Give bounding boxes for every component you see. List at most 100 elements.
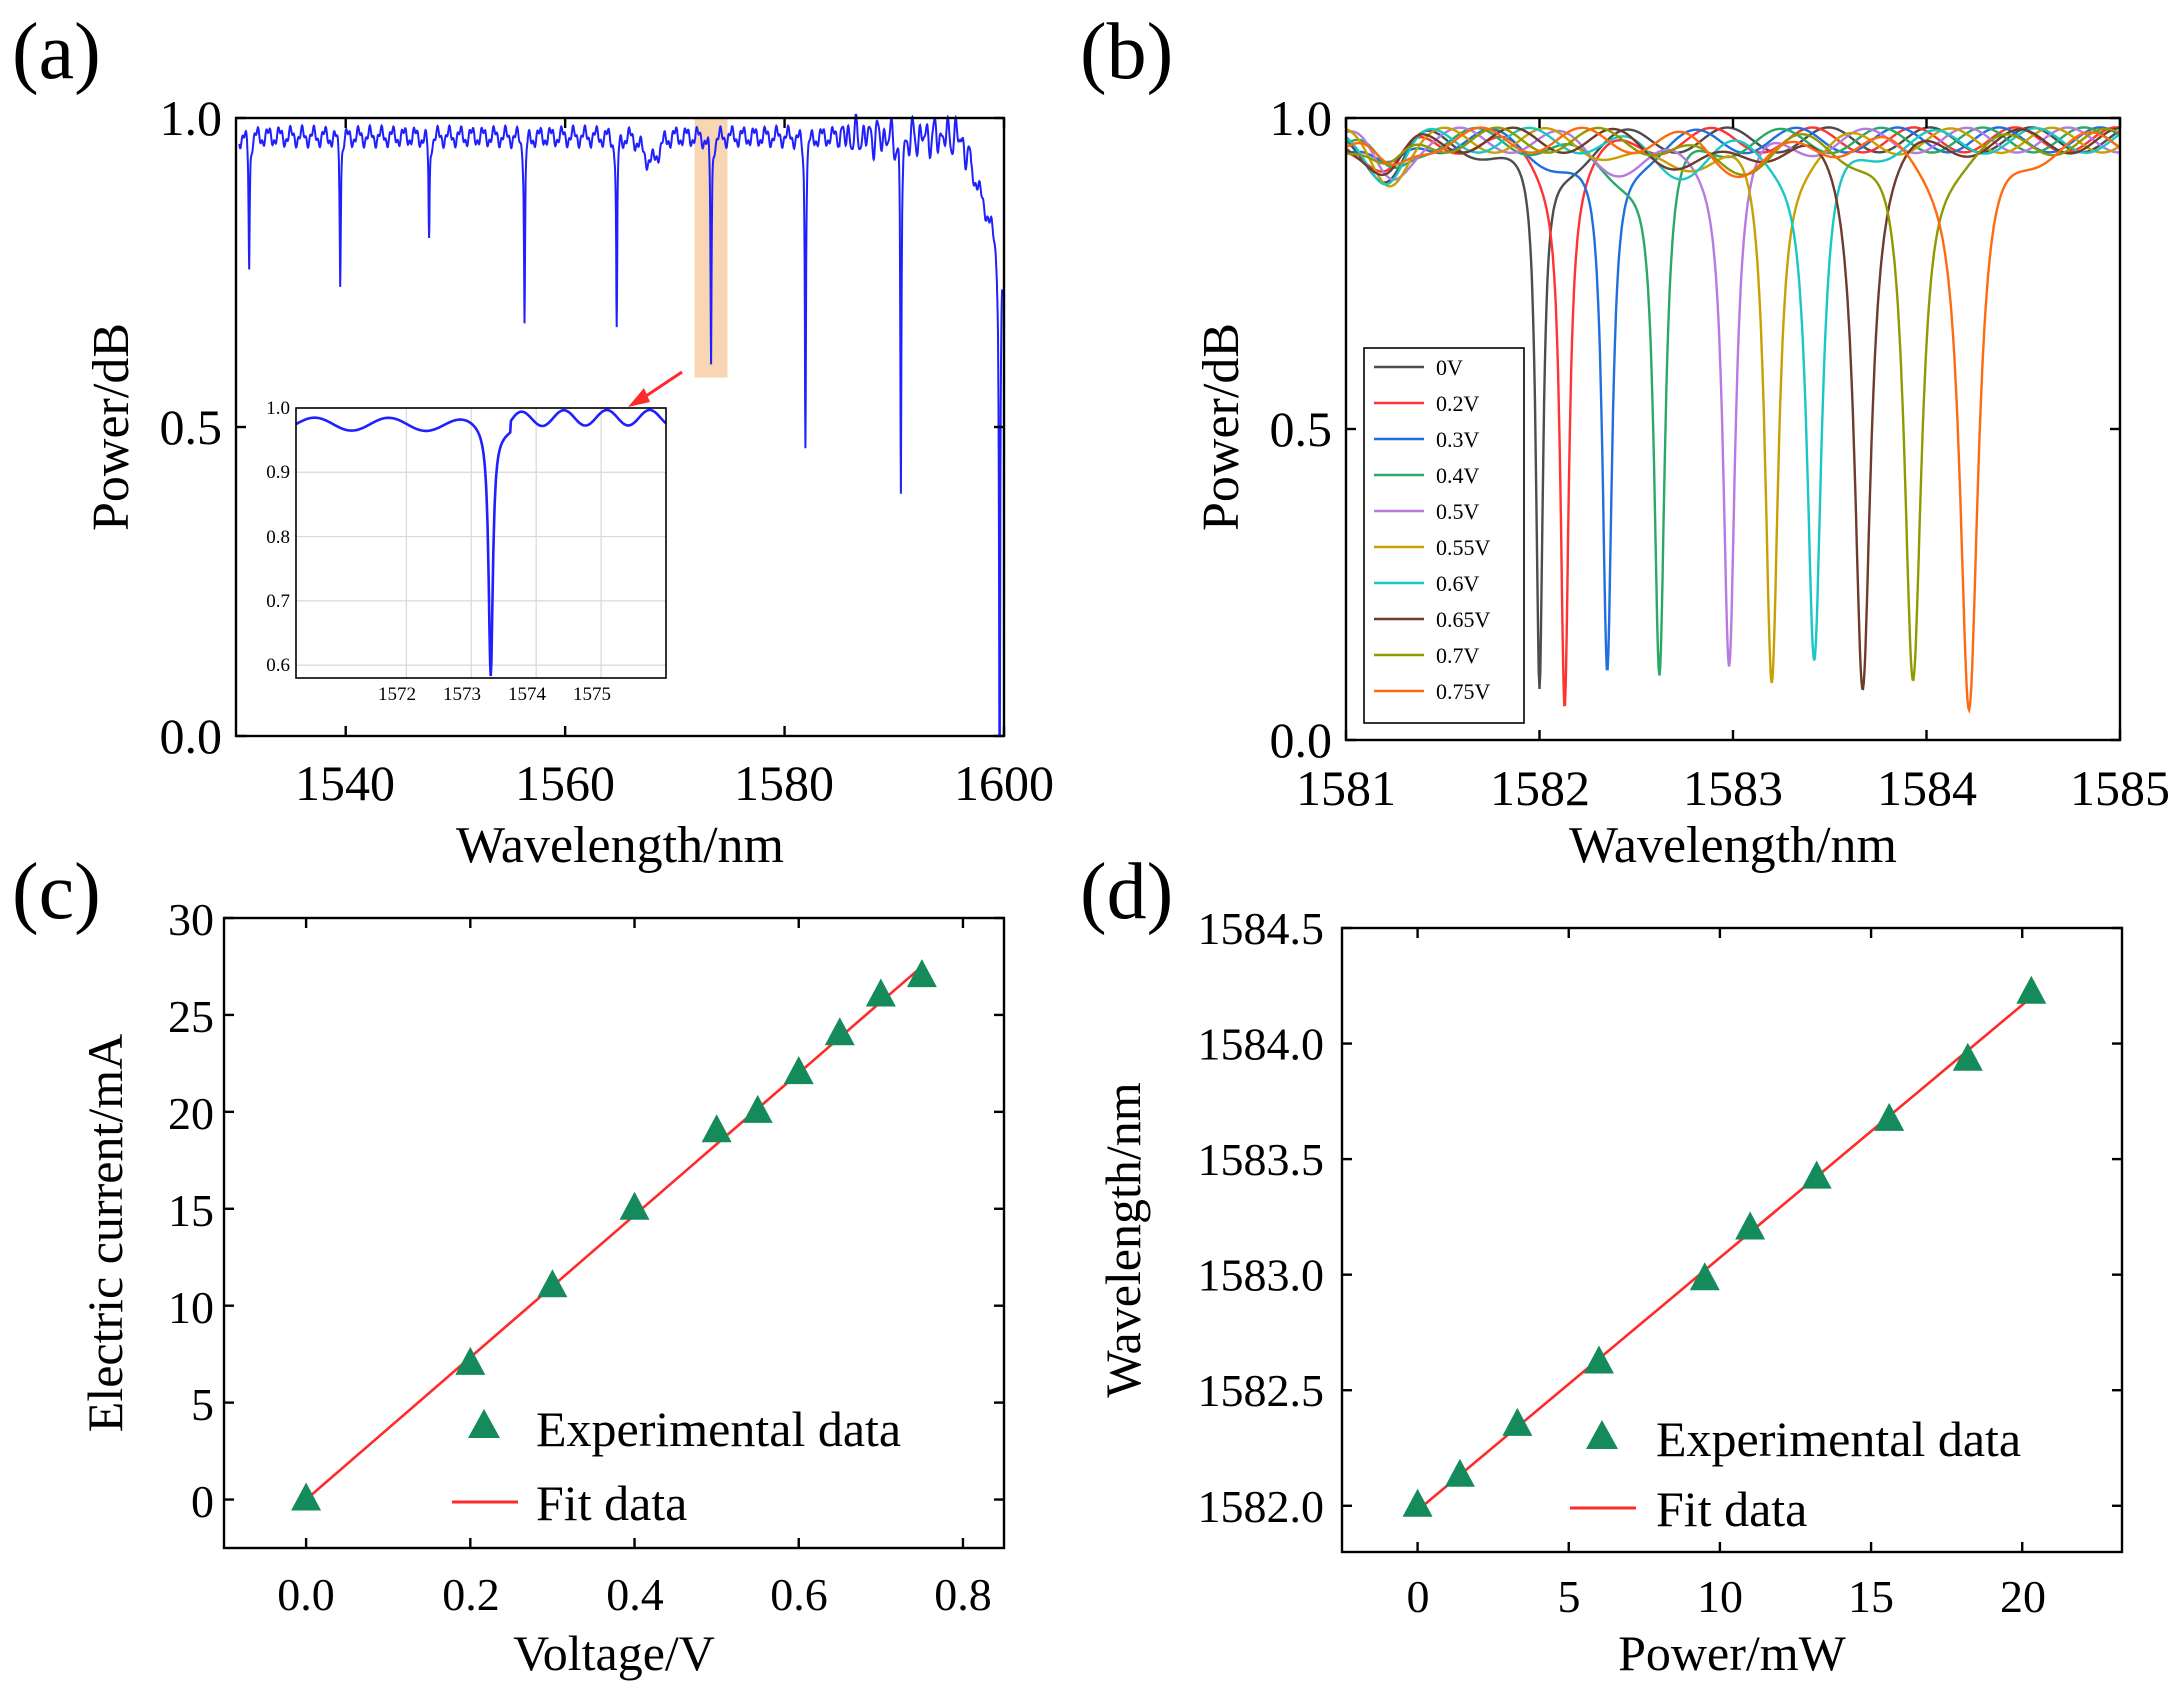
panel-c-ytick-7: 30 — [168, 894, 214, 945]
panel-c-ytick-2: 5 — [191, 1379, 214, 1430]
panel-c-ylabel: Electric current/mA — [77, 1034, 133, 1432]
legend-label-0-65V: 0.65V — [1436, 607, 1491, 632]
panel-c-ticks — [224, 916, 1004, 1548]
panel-d-xlabel: Power/mW — [1618, 1625, 1847, 1681]
panel-b-ytick-3: 1.0 — [1270, 90, 1333, 146]
panel-c-xlabel: Voltage/V — [513, 1625, 715, 1681]
data-point — [2016, 975, 2047, 1004]
series-line-0-55V — [1345, 126, 2121, 684]
panel-c-ytick-1: 0 — [191, 1476, 214, 1527]
legend-label-0-5V: 0.5V — [1436, 499, 1480, 524]
data-point — [865, 978, 896, 1007]
legend-marker-experimental — [1586, 1420, 1618, 1449]
panel-c-legend: Experimental data Fit data — [452, 1401, 901, 1531]
panel-b-legend: 0V 0.2V 0.3V 0.4V 0.5V 0.55V 0.6V 0.65V … — [1363, 347, 1525, 724]
panel-label-b: (b) — [1080, 8, 1173, 96]
panel-d-xtick-1: 0 — [1407, 1571, 1430, 1622]
series-line-0-7V — [1345, 126, 2121, 682]
series-line-0-65V — [1345, 126, 2121, 691]
panel-d-ylabel: Wavelength/nm — [1095, 1082, 1151, 1397]
panel-a-inset: 1572 1573 1574 1575 0.6 0.7 0.8 0.9 1.0 — [266, 398, 667, 705]
data-point — [1402, 1488, 1433, 1517]
legend-label-fit: Fit data — [1656, 1481, 1807, 1537]
panel-a-ytick-2: 0.5 — [160, 399, 223, 455]
panel-a: (a) 1540 1560 1580 1600 0.0 0.5 1.0 Wave… — [12, 8, 1054, 874]
panel-a-xlabel: Wavelength/nm — [456, 817, 784, 874]
inset-ytick-3: 0.8 — [266, 527, 290, 548]
legend-label-experimental: Experimental data — [536, 1401, 901, 1457]
panel-d-ytick-6: 1584.5 — [1198, 903, 1325, 954]
legend-label-0V: 0V — [1436, 355, 1463, 380]
data-point — [824, 1017, 855, 1046]
legend-entry: 0.5V — [1374, 499, 1480, 524]
panel-c-xtick-4: 0.6 — [770, 1569, 828, 1620]
panel-d-points — [1402, 975, 2047, 1517]
data-point — [1444, 1458, 1475, 1487]
panel-b-xtick-3: 1583 — [1683, 760, 1783, 816]
legend-entry: 0.75V — [1374, 679, 1491, 704]
panel-b-lines — [1345, 126, 2121, 714]
panel-b-xlabel: Wavelength/nm — [1569, 817, 1897, 874]
panel-c-points — [291, 959, 937, 1511]
panel-a-ytick-3: 1.0 — [160, 90, 223, 146]
panel-c-xtick-2: 0.2 — [442, 1569, 500, 1620]
panel-d-legend: Experimental data Fit data — [1570, 1411, 2021, 1537]
panel-b-ytick-2: 0.5 — [1270, 401, 1333, 457]
inset-ytick-5: 1.0 — [266, 398, 290, 419]
panel-d-ytick-5: 1584.0 — [1198, 1019, 1325, 1070]
legend-label-0-55V: 0.55V — [1436, 535, 1491, 560]
panel-c-ytick-3: 10 — [168, 1282, 214, 1333]
panel-b-xtick-1: 1581 — [1296, 760, 1396, 816]
panel-c-xtick-5: 0.8 — [934, 1569, 992, 1620]
series-line-0-75V — [1345, 126, 2121, 714]
panel-c-fit — [305, 965, 923, 1501]
panel-d-xtick-3: 10 — [1697, 1571, 1743, 1622]
data-point — [742, 1094, 773, 1123]
panel-d-xtick-5: 20 — [2000, 1571, 2046, 1622]
inset-ytick-1: 0.6 — [266, 655, 290, 676]
legend-label-0-3V: 0.3V — [1436, 427, 1480, 452]
inset-xtick-2: 1573 — [443, 684, 481, 705]
data-point — [537, 1269, 568, 1298]
panel-a-arrow-head — [628, 388, 650, 407]
data-point — [619, 1191, 650, 1220]
data-point — [906, 959, 937, 988]
panel-b-xtick-4: 1584 — [1877, 760, 1977, 816]
panel-label-d: (d) — [1080, 848, 1173, 936]
legend-entry: 0.2V — [1374, 391, 1480, 416]
legend-label-0-7V: 0.7V — [1436, 643, 1480, 668]
panel-b: (b) 1581 1582 1583 1584 1585 0.0 0.5 1.0… — [1080, 8, 2170, 874]
panel-d-xtick-4: 15 — [1848, 1571, 1894, 1622]
inset-xtick-3: 1574 — [508, 684, 547, 705]
legend-entry: 0V — [1374, 355, 1463, 380]
legend-label-experimental: Experimental data — [1656, 1411, 2021, 1467]
panel-d-ticks — [1342, 926, 2122, 1552]
panel-a-xtick-1: 1540 — [295, 755, 395, 811]
legend-entry: 0.65V — [1374, 607, 1491, 632]
panel-label-a: (a) — [12, 8, 101, 96]
panel-b-xtick-2: 1582 — [1490, 760, 1590, 816]
data-point — [1502, 1407, 1533, 1436]
panel-a-xtick-2: 1560 — [515, 755, 615, 811]
legend-entry: 0.55V — [1374, 535, 1491, 560]
data-point — [1583, 1345, 1614, 1374]
data-point — [1952, 1042, 1983, 1071]
panel-d-axes — [1340, 926, 2124, 1554]
legend-marker-experimental — [468, 1409, 500, 1438]
legend-entry: 0.6V — [1374, 571, 1480, 596]
data-point — [1689, 1262, 1720, 1291]
legend-label-0-4V: 0.4V — [1436, 463, 1480, 488]
panel-c-xtick-1: 0.0 — [277, 1569, 335, 1620]
panel-a-xtick-4: 1600 — [954, 755, 1054, 811]
inset-spectrum-line — [295, 408, 667, 677]
data-point — [1801, 1160, 1832, 1189]
legend-label-0-6V: 0.6V — [1436, 571, 1480, 596]
panel-c-axes — [222, 916, 1006, 1550]
panel-b-ticks — [1344, 116, 2122, 742]
panel-c-ytick-6: 25 — [168, 991, 214, 1042]
series-line-0-6V — [1345, 126, 2121, 661]
legend-entry: 0.3V — [1374, 427, 1480, 452]
legend-box — [1363, 347, 1525, 724]
spectrum-line — [238, 113, 1004, 737]
